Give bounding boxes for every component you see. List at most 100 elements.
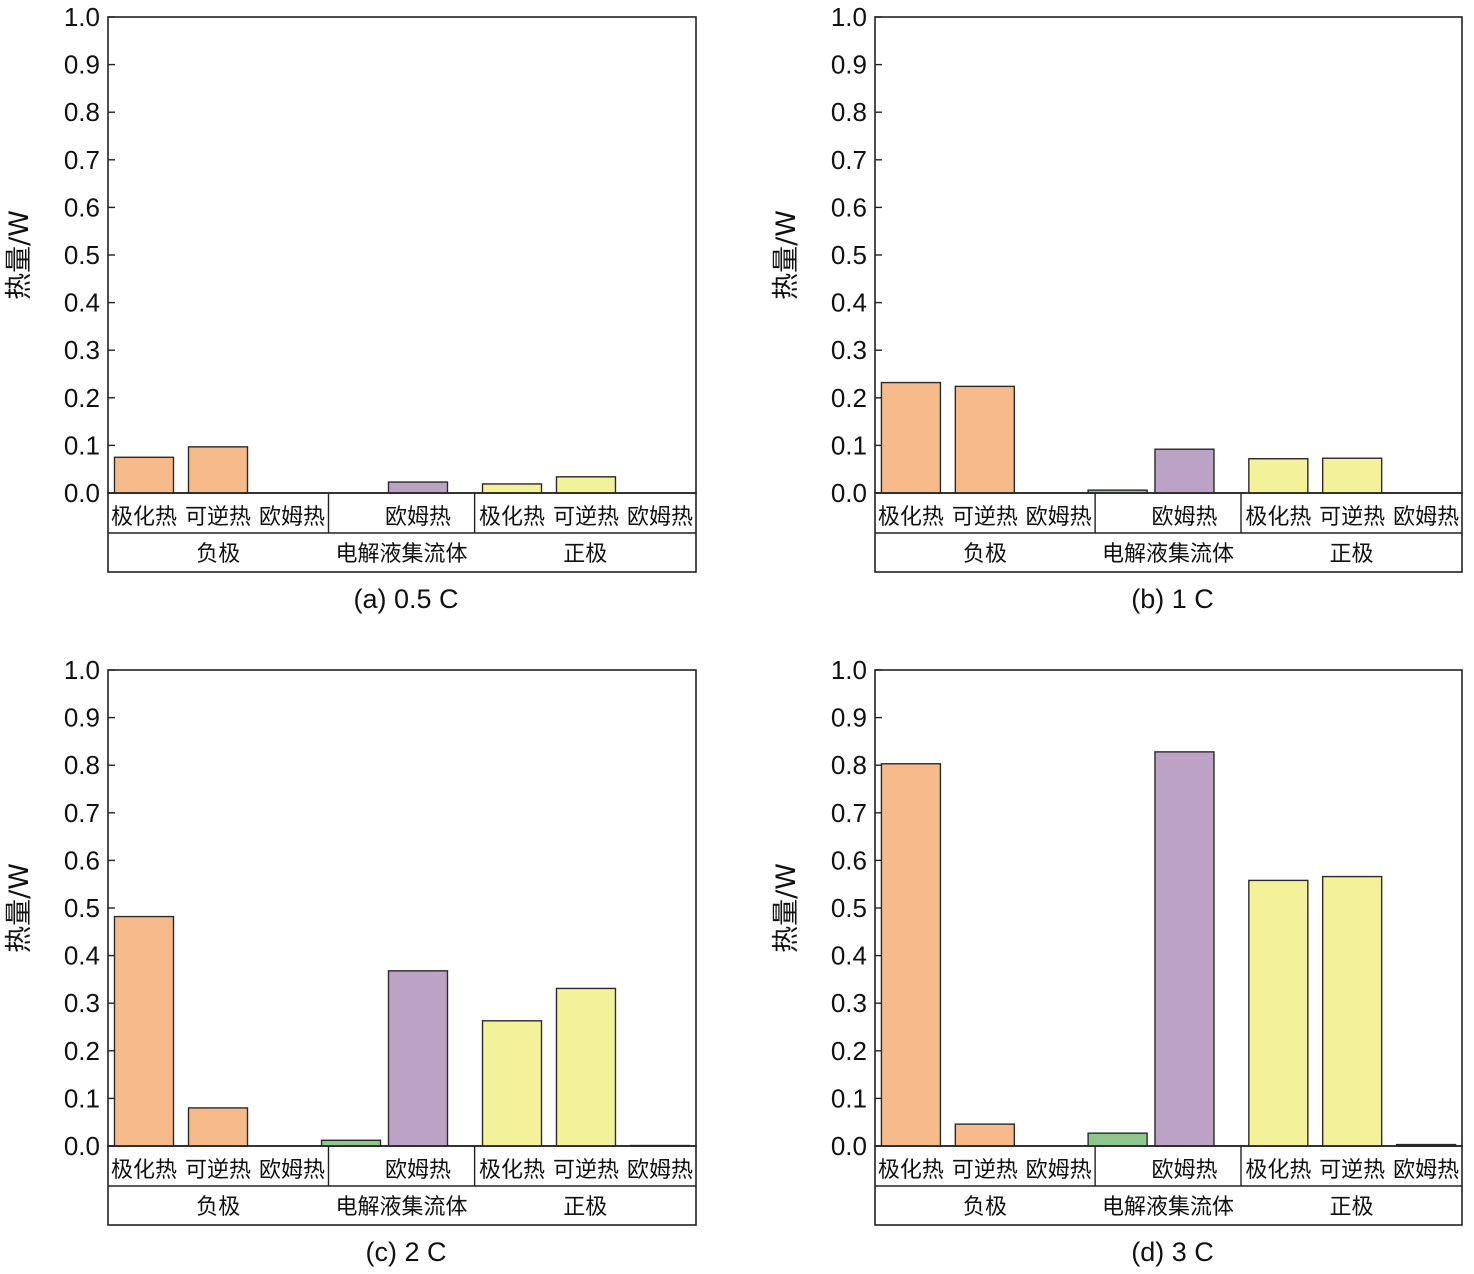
category-label: 欧姆热 <box>385 1158 451 1183</box>
group-label: 负极 <box>196 542 240 567</box>
chart-panel-1: 0.0 0.1 0.2 0.3 0.4 0.5 0.6 0.7 0.8 0.9 1.0 热量/W 极化热… <box>4 2 697 614</box>
category-label: 欧姆热 <box>1026 505 1092 530</box>
bar <box>187 446 249 494</box>
y-tick-label: 0.7 <box>831 798 867 828</box>
category-label: 欧姆热 <box>1393 505 1459 530</box>
group-label: 电解液集流体 <box>1102 1195 1234 1220</box>
group-label: 电解液集流体 <box>1102 542 1234 567</box>
bar <box>1321 875 1383 1147</box>
y-tick-label: 0.2 <box>64 1036 100 1066</box>
category-label: 极化热 <box>1245 1158 1311 1183</box>
category-label: 极化热 <box>878 505 944 530</box>
group-label: 负极 <box>196 1195 240 1220</box>
group-label: 正极 <box>1329 542 1373 567</box>
category-label: 欧姆热 <box>259 1158 325 1183</box>
y-tick-label: 1.0 <box>831 655 867 685</box>
y-tick-label: 0.0 <box>831 1131 867 1161</box>
y-tick-label: 0.8 <box>831 750 867 780</box>
category-label: 欧姆热 <box>385 505 451 530</box>
bar <box>555 987 617 1147</box>
y-tick-label: 0.9 <box>64 703 100 733</box>
y-tick-label: 0.2 <box>831 1036 867 1066</box>
plot-frame <box>107 16 697 494</box>
y-axis-label: 热量/W <box>771 863 802 953</box>
y-tick-label: 0.2 <box>64 383 100 413</box>
bar <box>113 915 175 1147</box>
category-label: 极化热 <box>111 1158 177 1183</box>
category-label: 极化热 <box>1245 505 1311 530</box>
chart-caption: (d) 3 C <box>1131 1237 1214 1267</box>
y-tick-label: 0.0 <box>64 1131 100 1161</box>
y-tick-label: 0.2 <box>831 383 867 413</box>
y-tick-label: 0.8 <box>831 97 867 127</box>
y-tick-label: 0.5 <box>831 240 867 270</box>
bar <box>1087 1132 1148 1147</box>
y-axis-label: 热量/W <box>4 210 35 300</box>
bar <box>1154 448 1215 494</box>
y-tick-label: 0.1 <box>64 1083 100 1113</box>
category-label: 极化热 <box>479 1158 545 1183</box>
y-tick-label: 0.4 <box>64 288 100 318</box>
category-label: 欧姆热 <box>627 1158 693 1183</box>
chart-caption: (b) 1 C <box>1131 584 1214 614</box>
chart-panel-2: 0.0 0.1 0.2 0.3 0.4 0.5 0.6 0.7 0.8 0.9 1.0 热量/W 极化热… <box>771 2 1463 614</box>
bar <box>187 1107 249 1147</box>
chart-caption: (c) 2 C <box>366 1237 447 1267</box>
y-tick-label: 0.6 <box>831 192 867 222</box>
y-tick-label: 0.1 <box>64 430 100 460</box>
y-tick-label: 0.7 <box>64 798 100 828</box>
bar <box>1154 751 1215 1147</box>
bar <box>1248 458 1309 494</box>
y-tick-label: 0.4 <box>831 288 867 318</box>
y-tick-label: 0.1 <box>831 430 867 460</box>
category-label: 欧姆热 <box>259 505 325 530</box>
bar <box>320 1139 382 1147</box>
category-label: 欧姆热 <box>1151 505 1217 530</box>
category-label: 可逆热 <box>952 1158 1018 1183</box>
category-label: 可逆热 <box>1319 505 1385 530</box>
y-axis-label: 热量/W <box>771 210 802 300</box>
y-tick-label: 0.7 <box>64 145 100 175</box>
y-tick-label: 1.0 <box>831 2 867 32</box>
y-tick-label: 0.3 <box>64 335 100 365</box>
y-tick-label: 0.5 <box>831 893 867 923</box>
bar <box>880 763 942 1147</box>
y-tick-label: 0.7 <box>831 145 867 175</box>
category-label: 欧姆热 <box>627 505 693 530</box>
y-tick-label: 0.4 <box>64 941 100 971</box>
y-tick-label: 1.0 <box>64 655 100 685</box>
bar <box>481 1020 543 1147</box>
category-label: 可逆热 <box>553 505 619 530</box>
category-label: 可逆热 <box>185 1158 251 1183</box>
y-tick-label: 0.3 <box>831 988 867 1018</box>
bar <box>1321 457 1383 494</box>
group-label: 正极 <box>563 542 607 567</box>
category-label: 可逆热 <box>952 505 1018 530</box>
group-label: 电解液集流体 <box>336 1195 468 1220</box>
category-label: 极化热 <box>111 505 177 530</box>
category-label: 欧姆热 <box>1151 1158 1217 1183</box>
chart-panel-3: 0.0 0.1 0.2 0.3 0.4 0.5 0.6 0.7 0.8 0.9 1.0 热量/W 极化热… <box>4 655 697 1267</box>
bar <box>387 970 449 1147</box>
y-tick-label: 0.8 <box>64 750 100 780</box>
y-tick-label: 0.5 <box>64 240 100 270</box>
y-tick-label: 0.8 <box>64 97 100 127</box>
y-tick-label: 0.9 <box>831 50 867 80</box>
group-label: 负极 <box>963 542 1007 567</box>
bar <box>954 385 1016 494</box>
bar <box>481 483 543 494</box>
y-tick-label: 0.1 <box>831 1083 867 1113</box>
y-tick-label: 0.0 <box>64 478 100 508</box>
y-axis-label: 热量/W <box>4 863 35 953</box>
chart-panel-4: 0.0 0.1 0.2 0.3 0.4 0.5 0.6 0.7 0.8 0.9 1.0 热量/W 极化热… <box>771 655 1463 1267</box>
y-tick-label: 0.6 <box>64 192 100 222</box>
y-tick-label: 0.3 <box>831 335 867 365</box>
category-label: 可逆热 <box>553 1158 619 1183</box>
y-tick-label: 0.4 <box>831 941 867 971</box>
category-label: 极化热 <box>479 505 545 530</box>
category-label: 可逆热 <box>185 505 251 530</box>
bar <box>880 381 942 494</box>
y-tick-label: 0.9 <box>64 50 100 80</box>
group-label: 正极 <box>1329 1195 1373 1220</box>
